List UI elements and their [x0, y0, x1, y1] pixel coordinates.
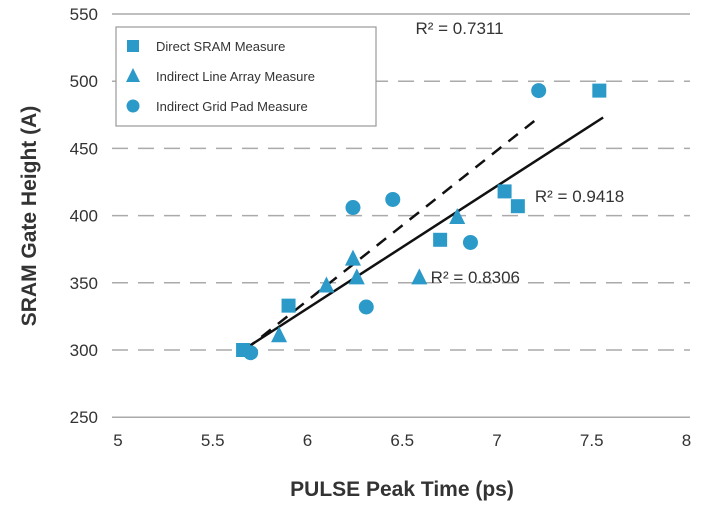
r-squared-label: R² = 0.7311 — [416, 19, 504, 38]
triangle-data-point — [344, 249, 361, 266]
data-points — [236, 83, 607, 361]
x-tick-label: 6 — [303, 431, 312, 450]
x-tick-label: 8 — [682, 431, 691, 450]
gridlines — [112, 13, 690, 418]
triangle-data-point — [411, 268, 428, 285]
y-axis-label: SRAM Gate Height (A) — [18, 106, 41, 327]
circle-data-point — [345, 200, 361, 216]
legend: Direct SRAM Measure Indirect Line Array M… — [115, 26, 377, 127]
y-tick-label: 400 — [70, 207, 98, 226]
triangle-data-point — [318, 276, 335, 293]
trendlines — [242, 116, 604, 352]
legend-square-icon — [127, 40, 139, 52]
y-tick-label: 300 — [70, 341, 98, 360]
legend-label: Indirect Line Array Measure — [156, 69, 315, 84]
trendline-dashed — [244, 116, 540, 351]
x-tick-label: 5.5 — [201, 431, 225, 450]
legend-circle-icon — [126, 99, 140, 113]
legend-label: Indirect Grid Pad Measure — [156, 99, 308, 114]
x-axis-ticks: 5 5.5 6 6.5 7 7.5 8 — [113, 431, 691, 450]
legend-box — [115, 26, 377, 127]
circle-data-point — [462, 234, 478, 250]
square-data-point — [592, 83, 607, 98]
legend-triangle-icon — [126, 68, 140, 82]
square-data-point — [497, 184, 512, 199]
x-tick-label: 7 — [492, 431, 501, 450]
x-axis-label: PULSE Peak Time (ps) — [290, 478, 514, 501]
y-tick-label: 450 — [70, 139, 98, 158]
x-tick-label: 5 — [113, 431, 122, 450]
triangle-data-point — [271, 326, 288, 343]
y-tick-label: 250 — [70, 408, 98, 427]
y-tick-label: 550 — [70, 5, 98, 24]
r-squared-label: R² = 0.9418 — [535, 187, 624, 206]
y-axis-ticks: 250 300 350 400 450 500 550 — [70, 5, 98, 427]
square-data-point — [281, 298, 296, 313]
circle-data-point — [243, 345, 259, 361]
annotations: R² = 0.7311 R² = 0.9418 R² = 0.8306 — [416, 19, 625, 287]
circle-data-point — [358, 299, 374, 315]
r-squared-label: R² = 0.8306 — [431, 268, 520, 287]
triangle-data-point — [348, 268, 365, 285]
trendline-solid — [242, 116, 604, 352]
x-tick-label: 7.5 — [580, 431, 604, 450]
x-tick-label: 6.5 — [390, 431, 414, 450]
square-data-point — [510, 199, 525, 214]
circle-data-point — [385, 191, 401, 207]
circle-data-point — [531, 83, 547, 99]
square-data-point — [433, 232, 448, 247]
triangle-data-point — [449, 207, 466, 224]
y-tick-label: 350 — [70, 274, 98, 293]
legend-label: Direct SRAM Measure — [156, 39, 285, 54]
y-tick-label: 500 — [70, 72, 98, 91]
